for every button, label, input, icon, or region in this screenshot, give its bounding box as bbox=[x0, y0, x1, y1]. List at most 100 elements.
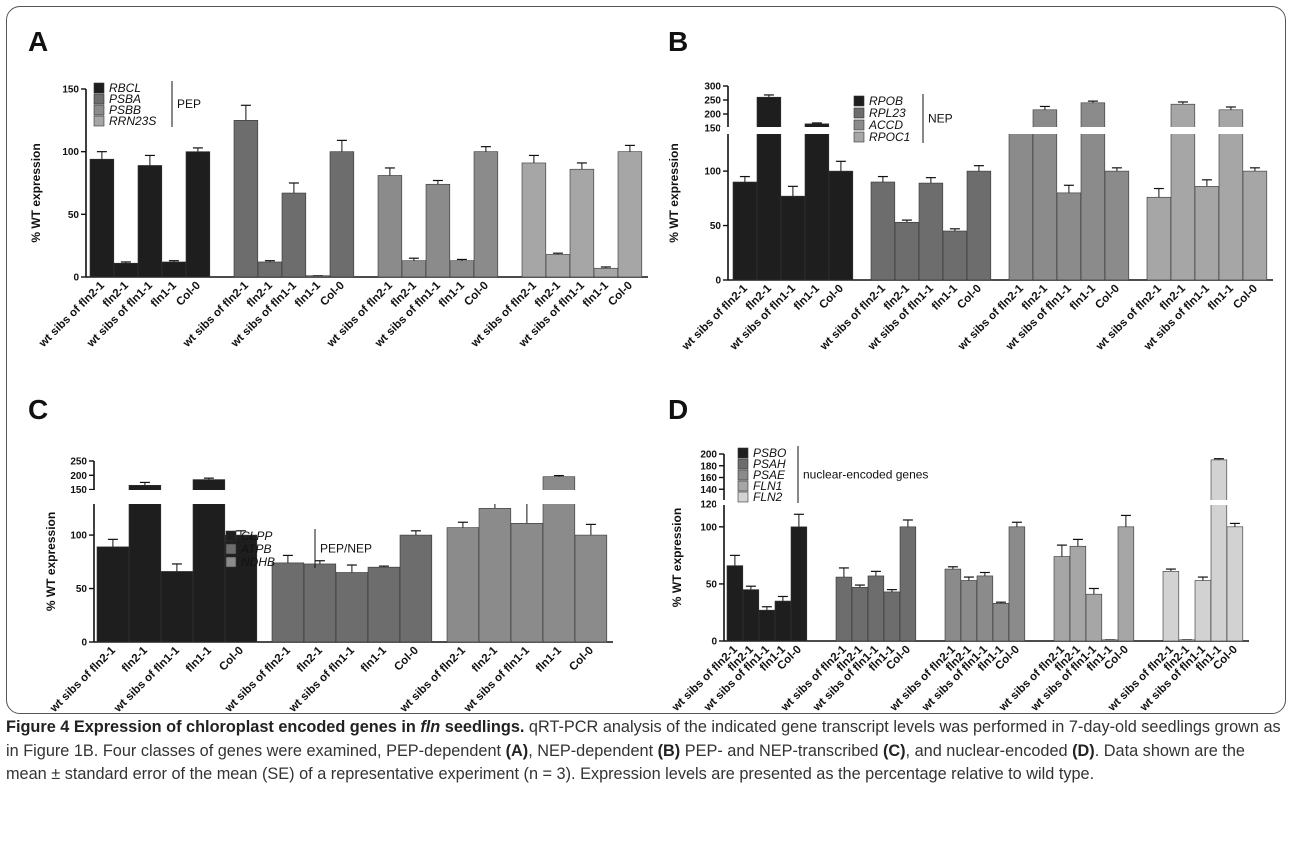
caption-title-c: seedlings. bbox=[440, 718, 525, 736]
bar bbox=[593, 267, 619, 278]
bar bbox=[883, 591, 901, 642]
bar bbox=[271, 562, 305, 643]
bar bbox=[305, 275, 331, 278]
panel-letter: B bbox=[668, 26, 688, 57]
caption-ref-b: (B) bbox=[657, 741, 681, 760]
bar bbox=[617, 151, 643, 278]
bar bbox=[1104, 170, 1130, 281]
category-label: fln1-1 bbox=[534, 644, 565, 675]
bar bbox=[521, 162, 547, 278]
bar bbox=[966, 170, 992, 281]
bar bbox=[446, 527, 480, 643]
category-label: fln1-1 bbox=[1206, 282, 1237, 313]
legend-entry: PSBB bbox=[109, 103, 141, 117]
bar bbox=[281, 192, 307, 278]
y-tick-label: 50 bbox=[68, 210, 80, 221]
caption-text-5: . Data shown are the mean ± standard err… bbox=[6, 741, 1245, 784]
y-axis-label: % WT expression bbox=[44, 512, 58, 611]
bar bbox=[367, 566, 401, 643]
caption-text-1: qRT-PCR analysis of the indicated gene t… bbox=[6, 718, 1281, 760]
category-label: fln1-1 bbox=[359, 644, 390, 675]
bar bbox=[449, 260, 475, 278]
legend-entry: NDHB bbox=[241, 555, 275, 569]
bar bbox=[835, 576, 853, 642]
bar bbox=[828, 170, 854, 281]
bar bbox=[732, 181, 758, 281]
bar bbox=[303, 563, 337, 643]
legend-swatch bbox=[737, 469, 749, 481]
bar bbox=[804, 123, 830, 281]
legend-swatch bbox=[93, 93, 105, 105]
bar bbox=[774, 600, 792, 642]
legend-group-label: PEP/NEP bbox=[320, 542, 372, 556]
bar bbox=[867, 575, 885, 642]
y-tick-label: 100 bbox=[704, 167, 721, 178]
figure-caption: Figure 4 Expression of chloroplast encod… bbox=[6, 716, 1281, 787]
caption-text-4: , and nuclear-encoded bbox=[905, 741, 1073, 760]
bar bbox=[1069, 545, 1087, 642]
bar bbox=[1242, 170, 1268, 281]
category-label: fln1-1 bbox=[792, 282, 823, 313]
bar bbox=[1117, 526, 1135, 642]
bar bbox=[161, 261, 187, 278]
y-tick-label: 250 bbox=[704, 96, 721, 107]
bar bbox=[1194, 186, 1220, 281]
legend-entry: RPL23 bbox=[869, 106, 906, 120]
legend-entry: RPOC1 bbox=[869, 130, 910, 144]
legend-entry: ACCD bbox=[868, 118, 903, 132]
caption-ref-c: (C) bbox=[882, 741, 906, 760]
legend-swatch bbox=[737, 447, 749, 459]
caption-title-b: fln bbox=[420, 718, 441, 736]
legend-entry: RBCL bbox=[109, 81, 141, 95]
bar bbox=[1085, 593, 1103, 642]
y-tick-label: 120 bbox=[700, 500, 717, 511]
category-label: fln1-1 bbox=[149, 279, 180, 310]
axis-break bbox=[720, 127, 1275, 134]
category-label: Col-0 bbox=[955, 283, 984, 312]
category-label: Col-0 bbox=[606, 280, 635, 309]
bar bbox=[1162, 571, 1180, 642]
bar bbox=[401, 260, 427, 278]
figure-charts: A 0 50 100 150 % WT expression wt sibs of fln2… bbox=[28, 26, 1275, 714]
y-tick-label: 100 bbox=[70, 531, 87, 542]
legend-swatch bbox=[737, 491, 749, 503]
category-label: fln2-1 bbox=[470, 644, 501, 675]
legend-swatch bbox=[225, 530, 237, 542]
bar bbox=[758, 609, 776, 642]
category-label: fln1-1 bbox=[581, 279, 612, 310]
bar bbox=[399, 534, 433, 643]
bar bbox=[992, 603, 1010, 642]
panel-letter: D bbox=[668, 394, 688, 425]
legend-entry: PSBA bbox=[109, 92, 141, 106]
bar bbox=[742, 589, 760, 642]
y-tick-label: 160 bbox=[700, 473, 717, 484]
bar bbox=[780, 195, 806, 281]
category-label: Col-0 bbox=[1231, 283, 1260, 312]
bar bbox=[1008, 129, 1034, 281]
legend-swatch bbox=[93, 115, 105, 127]
caption-ref-a: (A) bbox=[505, 741, 529, 760]
y-tick-label: 200 bbox=[70, 471, 87, 482]
category-label: fln1-1 bbox=[930, 282, 961, 313]
y-tick-label: 50 bbox=[76, 584, 88, 595]
legend-entry: PSAE bbox=[753, 468, 786, 482]
bar bbox=[944, 568, 962, 642]
axis-break bbox=[716, 500, 1251, 505]
bar bbox=[976, 575, 994, 642]
bar bbox=[1218, 109, 1244, 281]
category-label: Col-0 bbox=[1093, 283, 1122, 312]
category-label: Col-0 bbox=[392, 645, 421, 674]
legend-entry: RPOB bbox=[869, 94, 903, 108]
legend-swatch bbox=[853, 131, 865, 143]
bar bbox=[425, 183, 451, 278]
legend-group-label: PEP bbox=[177, 97, 201, 111]
bar bbox=[113, 262, 139, 278]
bar bbox=[542, 476, 576, 643]
legend-swatch bbox=[737, 458, 749, 470]
figure-frame bbox=[6, 6, 1286, 714]
y-tick-label: 180 bbox=[700, 461, 717, 472]
category-label: Col-0 bbox=[462, 280, 491, 309]
y-tick-label: 50 bbox=[710, 221, 722, 232]
